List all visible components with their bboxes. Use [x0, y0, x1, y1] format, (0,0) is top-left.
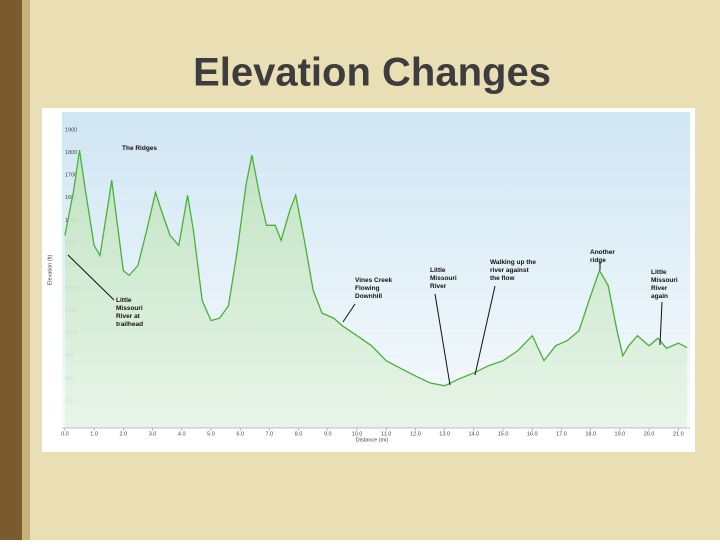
- annotation-line: again: [651, 293, 668, 300]
- annotation-line: The Ridges: [122, 145, 157, 152]
- annotation-line: Flowing: [355, 285, 380, 292]
- annotation: Walking up the river against the flow: [490, 259, 536, 282]
- annotation: Little Missouri River again: [651, 269, 678, 300]
- x-tick-label: 9.0: [324, 431, 332, 437]
- annotation-line: trailhead: [116, 321, 143, 328]
- page-edge: [22, 0, 30, 540]
- annotation-line: river against: [490, 267, 529, 274]
- annotation-line: the flow: [490, 275, 515, 282]
- x-tick-label: 19.0: [615, 431, 626, 437]
- x-tick-label: 12.0: [410, 431, 421, 437]
- x-tick-label: 18.0: [585, 431, 596, 437]
- annotation-line: Another: [590, 249, 615, 256]
- x-tick-label: 8.0: [295, 431, 303, 437]
- annotation-line: Missouri: [430, 275, 457, 282]
- x-tick-label: 1.0: [90, 431, 98, 437]
- annotation-line: Missouri: [651, 277, 678, 284]
- x-tick-label: 4.0: [178, 431, 186, 437]
- annotation: Another ridge: [590, 249, 615, 264]
- annotation: The Ridges: [122, 145, 157, 152]
- x-tick-label: 15.0: [498, 431, 509, 437]
- x-tick-label: 10.0: [352, 431, 363, 437]
- y-axis-label: Elevation (ft): [47, 254, 53, 285]
- x-tick-label: 11.0: [381, 431, 391, 437]
- x-tick-label: 20.0: [644, 431, 655, 437]
- x-tick-label: 21.0: [673, 431, 684, 437]
- book-spine: [0, 0, 22, 540]
- x-tick-label: 7.0: [266, 431, 274, 437]
- annotation: Vines Creek Flowing Downhill: [355, 277, 392, 300]
- y-tick-label: 1900: [65, 128, 77, 134]
- slide-title: Elevation Changes: [193, 51, 551, 95]
- y-tick-label: 1700: [65, 173, 77, 179]
- annotation-line: River: [651, 285, 668, 292]
- annotation: Little Missouri River at trailhead: [116, 297, 143, 328]
- x-tick-label: 16.0: [527, 431, 538, 437]
- x-tick-label: 17.0: [556, 431, 567, 437]
- annotation-line: Vines Creek: [355, 277, 392, 284]
- annotation-line: Downhill: [355, 293, 382, 300]
- annotation-line: River: [430, 283, 447, 290]
- annotation-line: Missouri: [116, 305, 143, 312]
- x-tick-label: 0.0: [61, 431, 69, 437]
- annotation-pointer: [474, 285, 496, 376]
- annotation-line: Walking up the: [490, 259, 536, 266]
- y-tick-label: 1800: [65, 150, 77, 156]
- x-tick-label: 14.0: [468, 431, 479, 437]
- annotation-line: Little: [651, 269, 667, 276]
- plot: 7008009001000110012001300140015001600170…: [61, 128, 690, 437]
- elevation-line: [64, 150, 688, 387]
- annotation-line: Little: [430, 267, 446, 274]
- x-tick-label: 5.0: [207, 431, 215, 437]
- annotation-line: River at: [116, 313, 141, 320]
- annotation-pointer: [67, 254, 115, 301]
- x-tick-label: 3.0: [149, 431, 157, 437]
- annotation-pointer: [659, 301, 663, 346]
- annotation-pointer: [434, 293, 451, 386]
- x-tick-label: 13.0: [439, 431, 450, 437]
- annotation: Little Missouri River: [430, 267, 457, 290]
- y-tick-label: 1600: [65, 195, 77, 201]
- annotation-line: Little: [116, 297, 132, 304]
- area-fill: [64, 150, 688, 428]
- x-axis-label: Distance (mi): [356, 437, 389, 443]
- x-tick-label: 2.0: [120, 431, 128, 437]
- annotation-line: ridge: [590, 257, 606, 264]
- x-tick-label: 6.0: [236, 431, 244, 437]
- annotation-pointer: [342, 303, 356, 323]
